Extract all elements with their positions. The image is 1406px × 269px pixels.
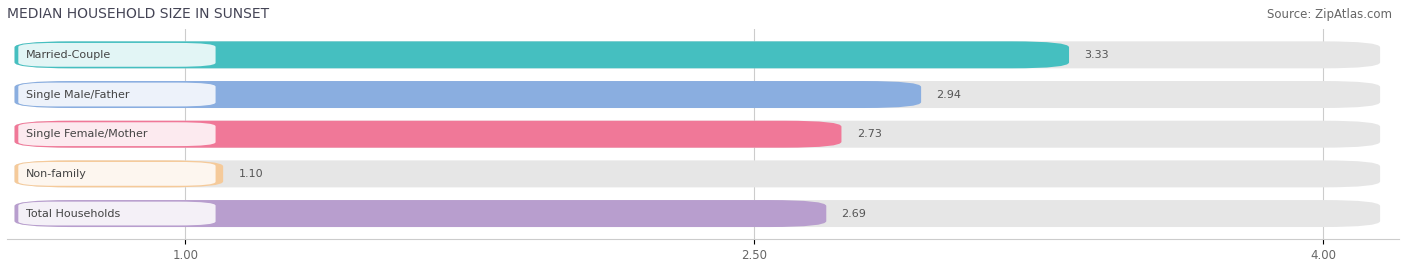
Text: Source: ZipAtlas.com: Source: ZipAtlas.com: [1267, 8, 1392, 21]
Text: 2.73: 2.73: [856, 129, 882, 139]
FancyBboxPatch shape: [18, 43, 215, 67]
Text: Total Households: Total Households: [25, 208, 120, 218]
Text: 2.69: 2.69: [841, 208, 866, 218]
FancyBboxPatch shape: [14, 81, 921, 108]
Text: Married-Couple: Married-Couple: [25, 50, 111, 60]
FancyBboxPatch shape: [14, 160, 224, 187]
Text: 1.10: 1.10: [239, 169, 263, 179]
Text: Single Female/Mother: Single Female/Mother: [25, 129, 148, 139]
FancyBboxPatch shape: [18, 122, 215, 146]
FancyBboxPatch shape: [18, 83, 215, 107]
Text: 2.94: 2.94: [936, 90, 962, 100]
FancyBboxPatch shape: [14, 121, 1381, 148]
FancyBboxPatch shape: [14, 200, 1381, 227]
FancyBboxPatch shape: [18, 202, 215, 225]
FancyBboxPatch shape: [14, 41, 1069, 68]
FancyBboxPatch shape: [14, 41, 1381, 68]
Text: Single Male/Father: Single Male/Father: [25, 90, 129, 100]
FancyBboxPatch shape: [14, 81, 1381, 108]
Text: Non-family: Non-family: [25, 169, 87, 179]
Text: 3.33: 3.33: [1084, 50, 1109, 60]
FancyBboxPatch shape: [14, 160, 1381, 187]
FancyBboxPatch shape: [14, 200, 827, 227]
Text: MEDIAN HOUSEHOLD SIZE IN SUNSET: MEDIAN HOUSEHOLD SIZE IN SUNSET: [7, 7, 269, 21]
FancyBboxPatch shape: [14, 121, 841, 148]
FancyBboxPatch shape: [18, 162, 215, 186]
